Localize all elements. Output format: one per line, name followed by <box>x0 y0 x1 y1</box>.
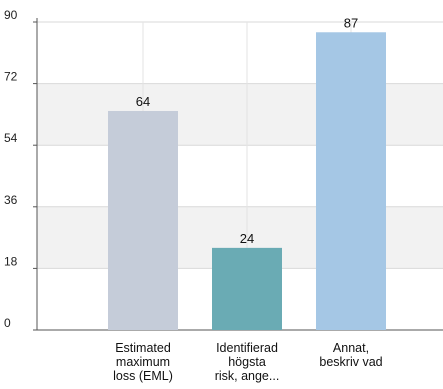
data-label: 24 <box>240 231 254 246</box>
category-label: högsta <box>228 355 266 369</box>
category-label: risk, ange... <box>215 369 280 383</box>
category-label: Identifierad <box>216 341 278 355</box>
y-tick-label: 90 <box>4 8 18 22</box>
bars <box>108 32 386 331</box>
category-label: maximum <box>116 355 170 369</box>
y-tick-label: 18 <box>4 254 18 268</box>
data-labels: 64 24 87 <box>136 15 358 246</box>
category-label: Annat, <box>333 341 369 355</box>
bar <box>108 110 178 330</box>
y-tick-label: 54 <box>4 131 18 145</box>
category-label: beskriv vad <box>319 355 382 369</box>
data-label: 64 <box>136 94 150 109</box>
y-tick-label: 72 <box>4 70 18 84</box>
y-axis-ticks: 0 18 36 54 72 90 <box>4 8 37 331</box>
data-label: 87 <box>344 15 358 30</box>
bar <box>212 247 282 330</box>
category-label: Estimated <box>115 341 171 355</box>
bar <box>316 32 386 331</box>
y-tick-label: 36 <box>4 193 18 207</box>
y-tick-label: 0 <box>4 316 11 330</box>
category-label: loss (EML) <box>113 369 173 383</box>
